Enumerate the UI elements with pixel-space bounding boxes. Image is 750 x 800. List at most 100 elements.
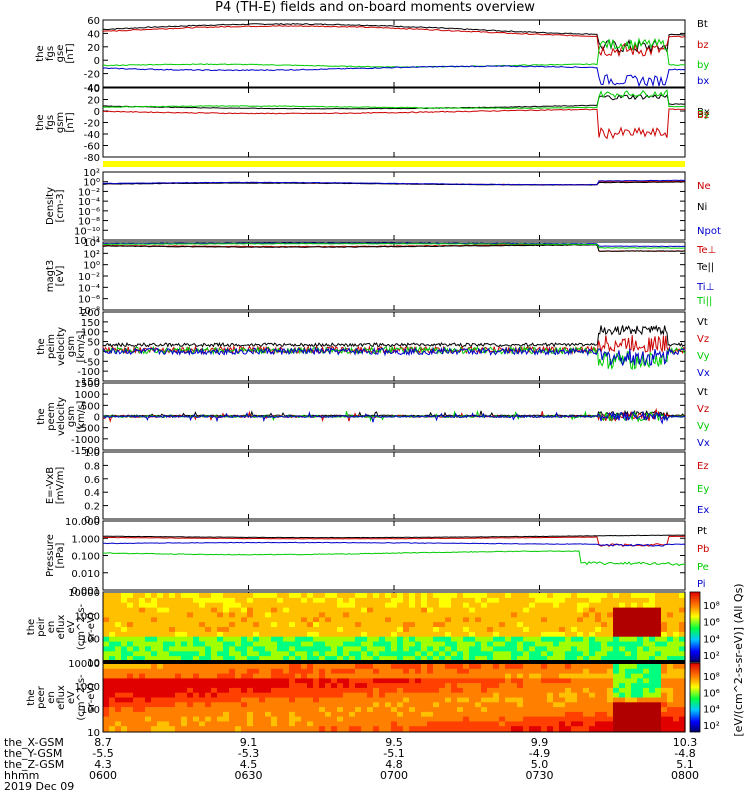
ytick-label: 10000 <box>68 588 100 599</box>
spectrogram-cells-peir-spectrogram <box>103 593 686 662</box>
panel-frame-efield <box>102 451 686 520</box>
legend-entry: Pb <box>697 544 709 555</box>
xaxis-value: -4.8 <box>674 747 695 760</box>
series-line-peem-velocity-3 <box>103 410 686 425</box>
xaxis-value: 8.7 <box>94 736 112 749</box>
ytick-label: 0.6 <box>84 475 100 486</box>
legend-entry: Ey <box>697 484 709 495</box>
ylabel-line: eV <box>66 691 77 704</box>
xaxis-value: 0600 <box>89 769 117 782</box>
xaxis-value: 4.8 <box>385 758 403 771</box>
ytick-label: 60 <box>87 16 100 27</box>
ytick-label: 1500 <box>75 379 100 390</box>
series-line-pressure-0 <box>102 534 686 539</box>
ytick-label: -100 <box>77 367 100 378</box>
colorbar <box>689 591 701 663</box>
panel-frame-density <box>102 171 686 241</box>
ylabel-line: [nPa] <box>55 542 66 568</box>
series-line-fgs-gsm-2 <box>102 108 686 140</box>
ytick-label: 0.0 <box>84 515 100 526</box>
panel-frame-pressure <box>102 520 686 591</box>
legend-entry: Npot <box>697 226 721 237</box>
ytick-label: 0 <box>94 56 100 67</box>
series-line-fgs-gsm-1 <box>102 89 685 109</box>
series-line-fgs-gse-1 <box>102 25 686 58</box>
legend-entry: Vy <box>697 351 710 362</box>
ytick-label: 200 <box>81 308 100 319</box>
series-line-pressure-3 <box>102 541 686 547</box>
legend-entry: Vt <box>697 387 708 398</box>
series-line-fgs-gse-3 <box>102 65 686 88</box>
xaxis-label-z: the_Z-GSM <box>4 758 65 771</box>
ytick-label: 10⁰ <box>83 261 100 272</box>
ylabel-line: peer <box>36 685 47 709</box>
ytick-label: 10⁻² <box>78 187 100 198</box>
ytick-label: 10⁻¹² <box>74 236 100 247</box>
series-line-temperature-1 <box>103 244 686 252</box>
ytick-label: 10⁻⁴ <box>78 197 100 208</box>
legend-entry: Pe <box>697 562 709 573</box>
ytick-label: 150 <box>81 318 100 329</box>
colorbar-tick-label: 10⁴ <box>703 705 720 716</box>
ytick-label: 0.100 <box>71 552 100 563</box>
ytick-label: 0.2 <box>84 502 100 513</box>
colorbar-tick-label: 10² <box>703 721 720 732</box>
ytick-label: 20 <box>87 96 100 107</box>
ylabel-line: the <box>36 338 47 354</box>
legend-entry: Vz <box>697 334 709 345</box>
ylabel-line: sr-eV) <box>86 683 97 712</box>
ylabel-line: (cm^2-s- <box>76 674 87 721</box>
legend-entry: Ex <box>697 505 709 516</box>
date-label: 2019 Dec 09 <box>4 780 75 793</box>
ytick-label: 100 <box>81 328 100 339</box>
ylabel-line: eV <box>66 620 77 633</box>
ylabel-line: gse <box>55 45 66 63</box>
ylabel-line: the <box>35 45 46 61</box>
panel-frame-fgs-gse <box>102 19 686 88</box>
xaxis-value: 5.0 <box>531 758 549 771</box>
ytick-label: 50 <box>87 338 100 349</box>
series-line-peim-velocity-3 <box>102 346 686 366</box>
ytick-label: 0 <box>94 347 100 358</box>
ylabel-line: [mV/m] <box>55 467 66 505</box>
xaxis-label-y: the_Y-GSM <box>4 747 63 760</box>
ytick-label: 10⁻⁶ <box>78 295 100 306</box>
ytick-label: 1000 <box>75 390 100 401</box>
ytick-label: 10⁻² <box>78 272 100 283</box>
series-line-pressure-1 <box>102 535 686 548</box>
ytick-label: 10 <box>87 728 100 739</box>
ytick-label: 10 <box>87 658 100 669</box>
ylabel-line: velocity <box>56 327 67 366</box>
series-line-fgs-gsm-0 <box>102 94 686 110</box>
ytick-label: 1000 <box>75 611 100 622</box>
ytick-label: -500 <box>77 424 100 435</box>
series-line-fgs-gse-2 <box>102 37 686 68</box>
legend-entry: Pt <box>697 526 707 537</box>
ylabel-line: [km/s] <box>76 400 87 432</box>
ytick-label: 0.001 <box>71 586 100 597</box>
ylabel-line: peim <box>46 334 57 359</box>
ytick-label: 40 <box>87 84 100 95</box>
ytick-label: -150 <box>77 377 100 388</box>
series-line-peim-velocity-0 <box>102 324 686 348</box>
legend-entry: Ni <box>697 202 707 213</box>
legend-entry: Vy <box>697 421 710 432</box>
colorbar-tick-label: 10⁴ <box>703 634 720 645</box>
ytick-label: 10.000 <box>65 517 100 528</box>
xaxis-value: 10.3 <box>673 736 698 749</box>
xaxis-value: -4.9 <box>529 747 550 760</box>
ytick-label: 500 <box>81 401 100 412</box>
colorbar <box>689 662 701 733</box>
xaxis-value: 4.5 <box>240 758 258 771</box>
legend-entry: Vx <box>697 368 710 379</box>
xaxis-value: 4.3 <box>94 758 112 771</box>
ylabel-line: eflux <box>56 615 67 640</box>
ylabel-line: fgs <box>45 115 56 130</box>
ylabel-line: gsm <box>55 112 66 133</box>
legend-entry: Bx <box>697 107 710 118</box>
ylabel-line: Density <box>45 187 56 225</box>
ylabel-line: magt3 <box>45 260 56 293</box>
ylabel-line: the <box>36 408 47 424</box>
xaxis-value: 0630 <box>235 769 263 782</box>
